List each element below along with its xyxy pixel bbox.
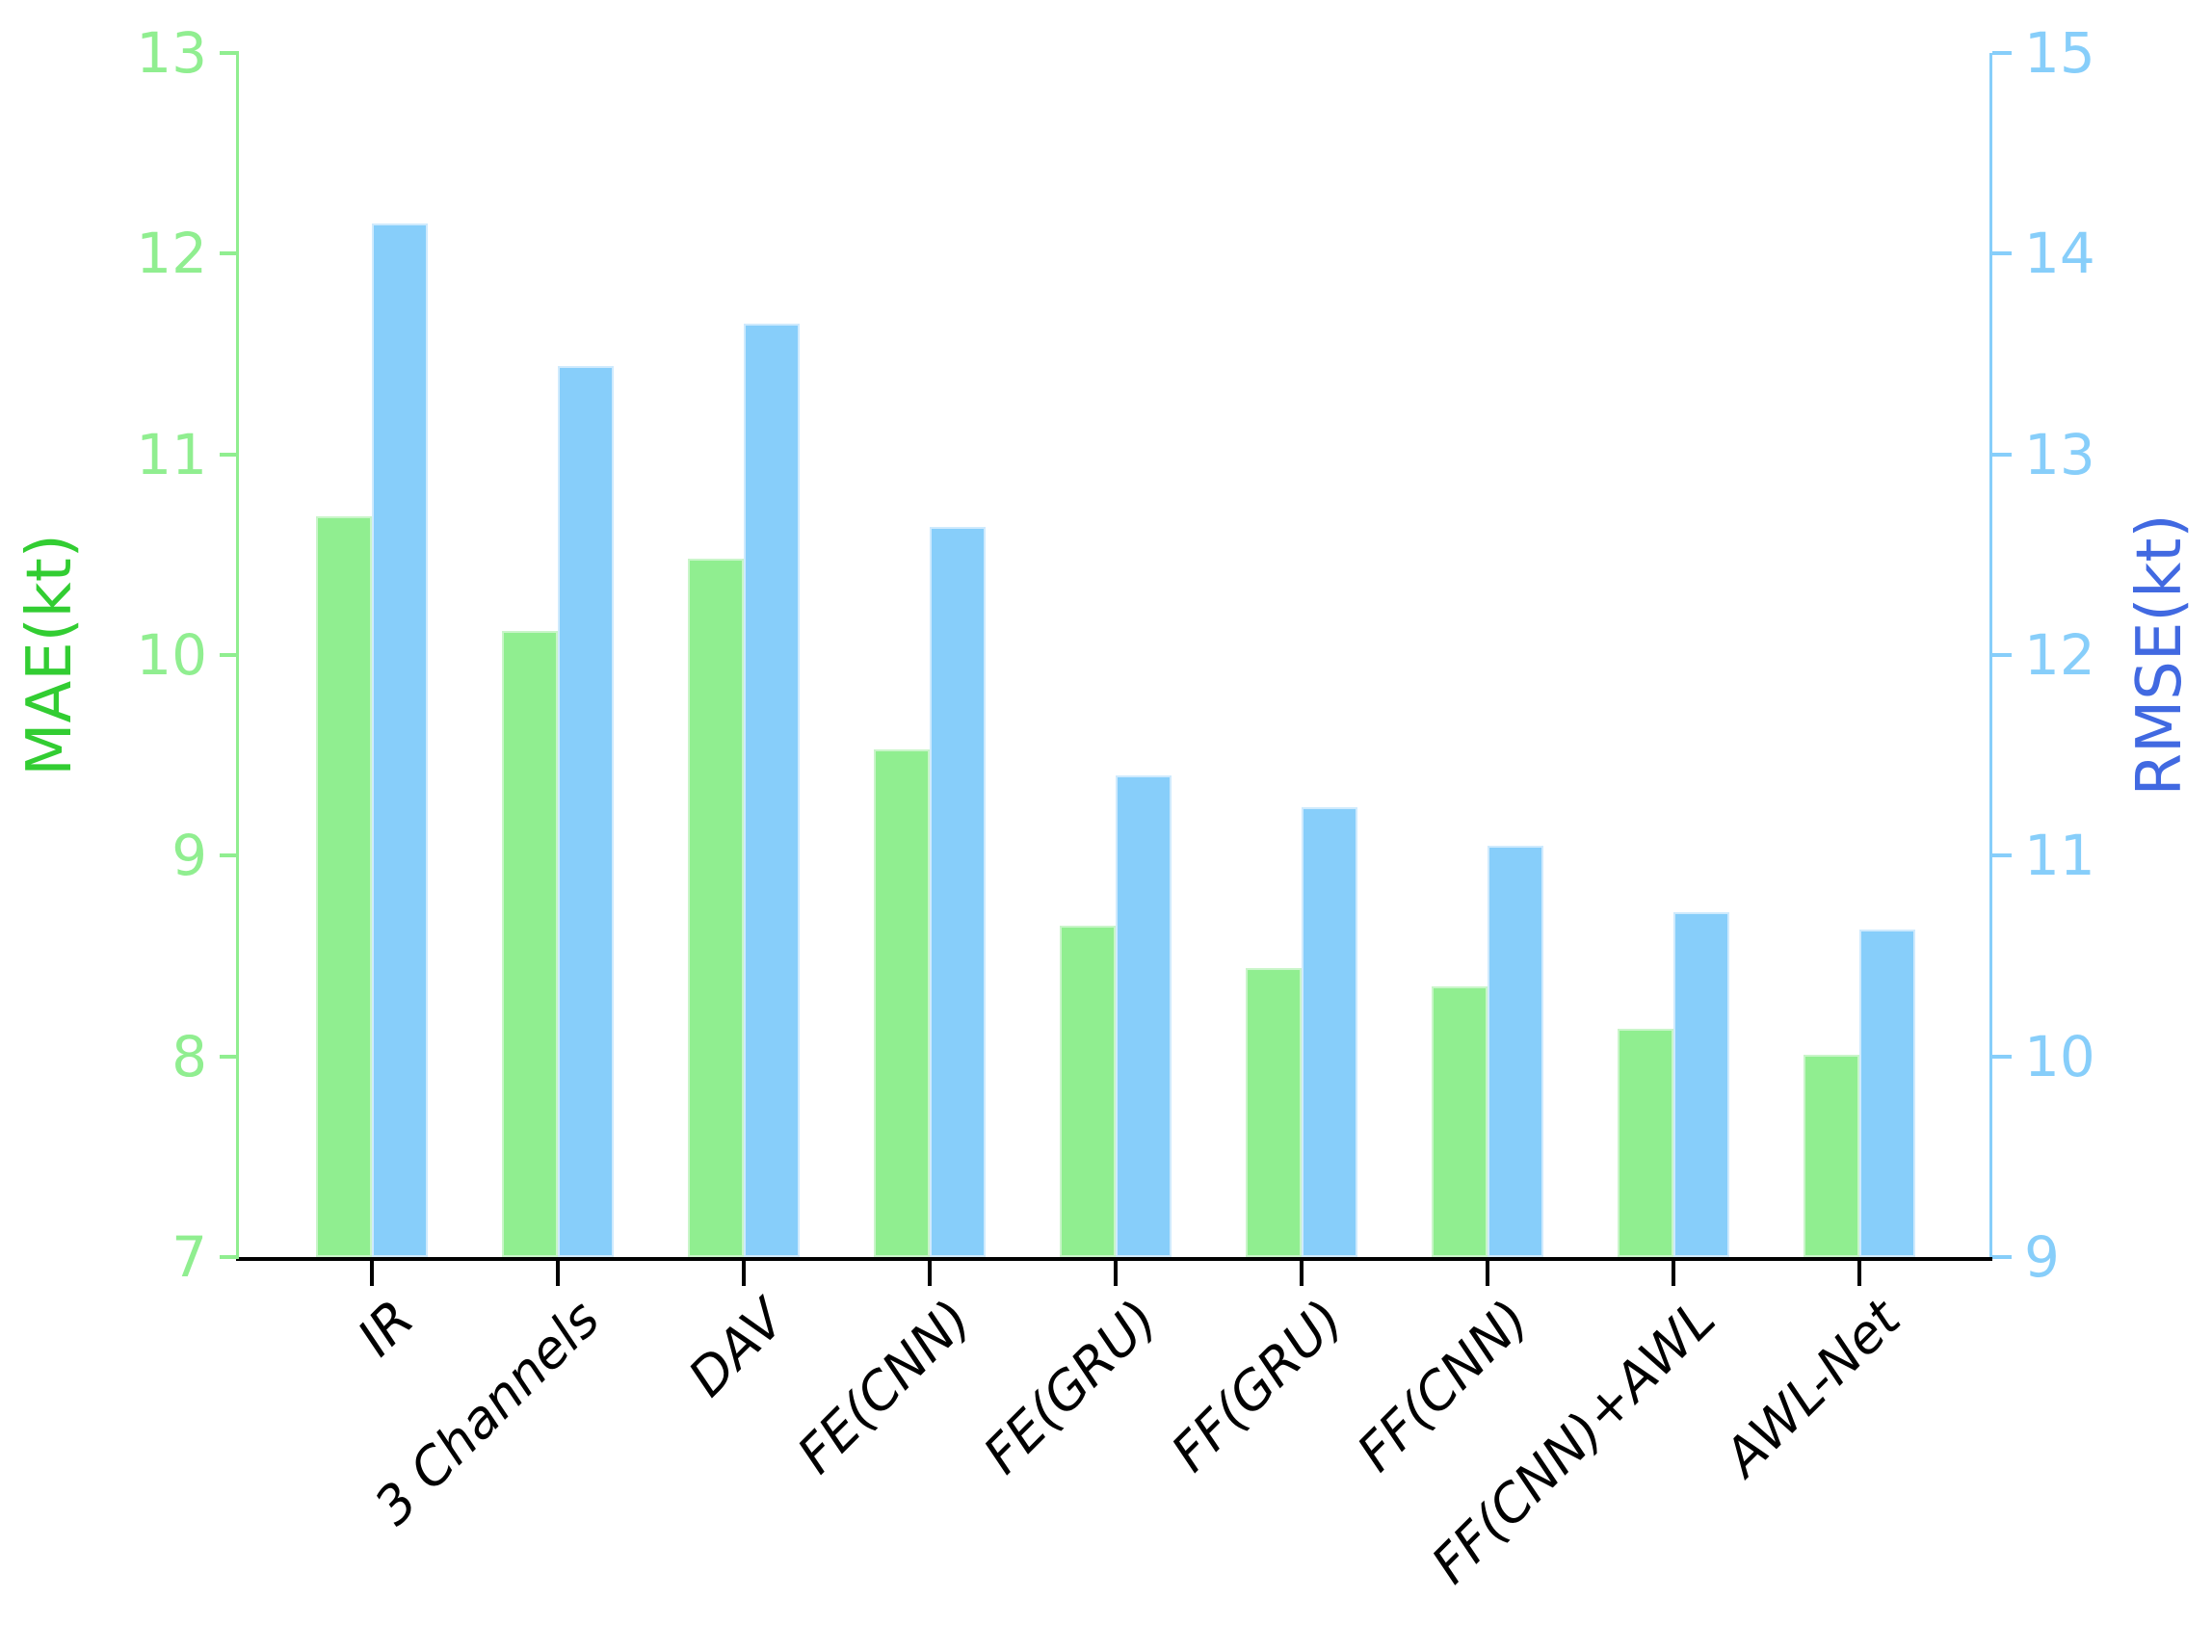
bar-rmse-1 — [558, 366, 614, 1257]
x-tick-mark — [1486, 1261, 1489, 1286]
left-y-tick-mark — [220, 853, 239, 858]
left-y-tick-mark — [220, 1054, 239, 1059]
left-y-tick-label: 8 — [171, 1023, 207, 1089]
x-tick-mark — [742, 1261, 746, 1286]
bar-mae-2 — [688, 559, 744, 1257]
x-tick-mark — [556, 1261, 560, 1286]
x-tick-mark — [1300, 1261, 1304, 1286]
bottom-spine — [236, 1257, 1992, 1261]
bar-rmse-5 — [1302, 807, 1357, 1257]
bar-mae-1 — [502, 631, 558, 1257]
right-spine — [1989, 53, 1992, 1259]
bar-rmse-0 — [372, 223, 428, 1257]
x-tick-label: DAV — [676, 1288, 798, 1408]
right-y-tick-mark — [1992, 51, 2012, 55]
right-y-tick-label: 14 — [2024, 221, 2095, 287]
bar-mae-8 — [1804, 1054, 1859, 1257]
bar-mae-3 — [874, 748, 930, 1257]
right-y-tick-label: 15 — [2024, 20, 2095, 86]
left-y-tick-label: 13 — [136, 20, 207, 86]
left-y-tick-mark — [220, 51, 239, 55]
left-y-tick-label: 10 — [136, 622, 207, 688]
x-tick-label: FE(GRU) — [971, 1288, 1170, 1485]
bar-rmse-8 — [1859, 930, 1915, 1257]
x-tick-label: FF(CNN) — [1345, 1288, 1541, 1483]
left-y-tick-label: 11 — [136, 421, 207, 487]
left-y-tick-mark — [220, 1255, 239, 1259]
bar-rmse-4 — [1116, 775, 1172, 1257]
x-tick-label: FE(CNN) — [785, 1288, 984, 1485]
right-y-tick-mark — [1992, 452, 2012, 457]
x-tick-label: IR — [345, 1288, 426, 1368]
right-y-tick-label: 9 — [2024, 1224, 2060, 1290]
x-tick-mark — [928, 1261, 932, 1286]
x-tick-label: FF(GRU) — [1159, 1288, 1356, 1483]
right-y-tick-label: 13 — [2024, 421, 2095, 487]
bar-mae-5 — [1246, 968, 1302, 1257]
right-axis-title: RMSE(kt) — [2124, 513, 2196, 797]
bar-mae-6 — [1432, 985, 1488, 1257]
x-tick-label: AWL-Net — [1713, 1288, 1913, 1488]
bar-mae-4 — [1060, 926, 1116, 1257]
right-y-tick-label: 12 — [2024, 622, 2095, 688]
x-tick-mark — [1857, 1261, 1861, 1286]
x-tick-mark — [1114, 1261, 1118, 1286]
bar-rmse-3 — [930, 526, 986, 1257]
left-y-tick-label: 7 — [171, 1224, 207, 1290]
bar-rmse-2 — [744, 324, 800, 1257]
left-y-tick-mark — [220, 653, 239, 657]
bar-rmse-6 — [1488, 845, 1543, 1257]
right-y-tick-mark — [1992, 853, 2012, 858]
left-axis-title: MAE(kt) — [14, 534, 86, 776]
left-y-tick-mark — [220, 251, 239, 256]
left-y-tick-mark — [220, 452, 239, 457]
bar-rmse-7 — [1673, 911, 1729, 1257]
bar-mae-7 — [1618, 1028, 1673, 1257]
x-tick-mark — [1672, 1261, 1675, 1286]
right-y-tick-mark — [1992, 1255, 2012, 1259]
left-y-tick-label: 9 — [171, 823, 207, 889]
right-y-tick-mark — [1992, 653, 2012, 657]
bar-mae-0 — [316, 516, 372, 1257]
right-y-tick-label: 11 — [2024, 823, 2095, 889]
left-y-tick-label: 12 — [136, 221, 207, 287]
x-tick-mark — [370, 1261, 374, 1286]
right-y-tick-mark — [1992, 1054, 2012, 1059]
right-y-tick-mark — [1992, 251, 2012, 256]
right-y-tick-label: 10 — [2024, 1023, 2095, 1089]
